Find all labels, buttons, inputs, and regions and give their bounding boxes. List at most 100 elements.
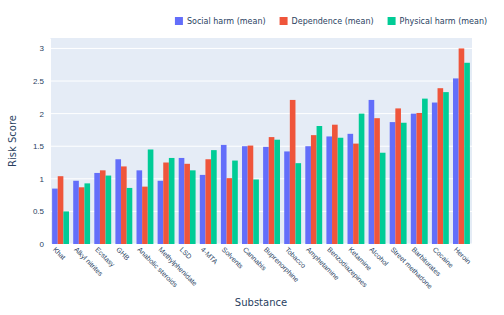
y-tick: 1 — [40, 175, 50, 184]
x-tick-label: Alcohol — [368, 246, 389, 267]
bar — [359, 114, 365, 244]
grid-line — [50, 146, 472, 147]
x-tick: Ecstasy — [93, 244, 116, 269]
bar — [169, 158, 175, 244]
bar — [390, 122, 396, 244]
legend-label: Physical harm (mean) — [400, 17, 487, 26]
bar — [305, 146, 311, 244]
plot-background — [50, 38, 472, 244]
bar — [348, 134, 354, 244]
bars — [52, 48, 470, 244]
y-tick: 3 — [40, 44, 50, 53]
x-tick-label: Tobacco — [284, 246, 307, 269]
grid-line — [50, 81, 472, 82]
x-tick: Cocaine — [432, 244, 455, 269]
bar — [79, 187, 85, 244]
bar — [190, 170, 196, 244]
y-tick-label: 0.5 — [33, 207, 45, 216]
bar — [179, 158, 185, 244]
legend-label: Dependence (mean) — [292, 17, 374, 26]
bar — [121, 166, 127, 244]
grid-line — [50, 113, 472, 114]
grid-line — [50, 244, 472, 245]
bar — [438, 88, 444, 244]
x-tick-label: Solvents — [221, 246, 245, 270]
x-tick-label: GHB — [115, 246, 131, 262]
legend-item: Physical harm (mean) — [388, 17, 487, 26]
y-axis-title: Risk Score — [7, 115, 18, 167]
legend-item: Dependence (mean) — [280, 17, 374, 26]
x-tick-label: Khat — [52, 246, 67, 261]
y-axis-line — [50, 39, 51, 245]
x-tick: Alcohol — [368, 244, 389, 267]
bar — [411, 114, 417, 244]
x-tick-label: Heroin — [453, 246, 473, 266]
bar — [148, 149, 154, 244]
bar — [284, 151, 290, 244]
bar — [274, 140, 280, 244]
bar — [395, 108, 401, 244]
bar — [94, 173, 100, 244]
bar — [248, 146, 254, 244]
y-tick: 0.5 — [33, 207, 50, 216]
x-axis-title: Substance — [235, 297, 287, 308]
x-tick: Khat — [52, 244, 67, 261]
x-tick: Buprenorphine — [262, 244, 300, 284]
bar — [163, 163, 169, 244]
x-tick: Ketamine — [347, 244, 373, 272]
chart: 0 0.5 1 1.5 2 2.5 3 KhatAlkyl nitritesEcstasyGH… — [0, 0, 504, 315]
bar — [353, 144, 359, 244]
bar — [58, 176, 64, 244]
bar — [100, 170, 106, 244]
x-tick: Benzodiazepines — [325, 244, 369, 289]
x-tick-label: Street methadone — [389, 246, 433, 290]
y-tick: 0 — [40, 240, 50, 249]
x-tick: Tobacco — [284, 244, 307, 269]
bar — [106, 176, 112, 244]
bar — [73, 181, 79, 244]
bar — [115, 159, 121, 244]
x-tick-label: Ecstasy — [93, 246, 116, 269]
bar — [443, 92, 449, 244]
legend-item: Social harm (mean) — [175, 17, 266, 26]
y-tick-label: 2.5 — [33, 77, 45, 86]
x-axis-line — [51, 244, 473, 245]
legend-swatch — [388, 17, 396, 25]
x-tick-label: Methylphenidate — [157, 246, 199, 288]
bar-series — [58, 48, 465, 244]
bar — [338, 138, 344, 244]
bar — [127, 188, 133, 244]
bar — [63, 211, 69, 244]
legend-swatch — [280, 17, 288, 25]
bar — [459, 48, 465, 244]
bar — [380, 153, 386, 244]
x-tick-label: 4-MTA — [200, 246, 220, 266]
bar-series — [63, 63, 470, 244]
y-tick-label: 2 — [40, 110, 45, 119]
bar — [326, 136, 332, 244]
bar — [211, 150, 217, 244]
bar — [227, 178, 233, 244]
legend: Social harm (mean) Dependence (mean) Physi… — [175, 17, 487, 26]
bar — [374, 118, 380, 244]
x-tick-label: Benzodiazepines — [325, 246, 369, 290]
bar — [232, 161, 238, 244]
y-tick-label: 0 — [40, 240, 45, 249]
bar — [416, 113, 422, 244]
bar — [317, 126, 323, 244]
y-axis: 0 0.5 1 1.5 2 2.5 3 — [33, 39, 51, 250]
bar — [184, 164, 190, 244]
bar — [52, 189, 58, 244]
grid-line — [50, 211, 472, 212]
bar — [242, 146, 248, 244]
x-axis: KhatAlkyl nitritesEcstasyGHBAnabolic ste… — [51, 244, 473, 290]
y-tick: 1.5 — [33, 142, 50, 151]
x-tick: Methylphenidate — [157, 244, 199, 288]
legend-label: Social harm (mean) — [187, 17, 266, 26]
x-tick: Heroin — [453, 244, 473, 265]
bar — [263, 147, 269, 244]
x-tick: 4-MTA — [200, 244, 220, 265]
y-tick-label: 3 — [40, 44, 45, 53]
x-tick-label: LSD — [178, 246, 193, 261]
bar — [432, 103, 438, 244]
